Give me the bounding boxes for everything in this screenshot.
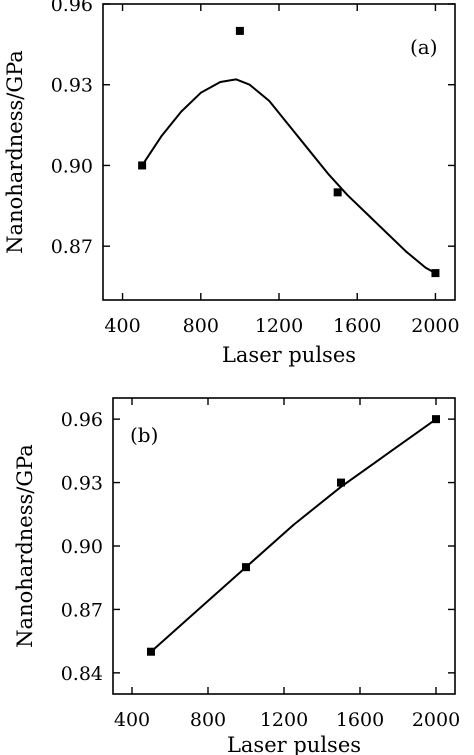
panel-label: (a) [410, 35, 438, 59]
x-tick-label: 400 [104, 315, 140, 337]
x-tick-label: 1200 [255, 315, 303, 337]
y-tick-label: 0.93 [51, 75, 93, 97]
x-axis-label: Laser pulses [227, 733, 361, 755]
y-tick-label: 0.96 [51, 0, 93, 16]
y-tick-label: 0.90 [51, 155, 93, 177]
x-tick-label: 1200 [260, 709, 308, 731]
x-tick-label: 400 [114, 709, 150, 731]
y-tick-label: 0.87 [61, 599, 103, 621]
y-tick-label: 0.96 [61, 409, 103, 431]
x-tick-label: 800 [190, 709, 226, 731]
x-axis-label: Laser pulses [222, 343, 356, 367]
fit-curve [150, 418, 437, 653]
fit-curve [141, 78, 437, 275]
x-tick-label: 1600 [333, 315, 381, 337]
y-tick-label: 0.90 [61, 536, 103, 558]
y-tick-label: 0.93 [61, 473, 103, 495]
data-point [432, 415, 440, 424]
x-tick-label: 2000 [411, 315, 459, 337]
data-point [242, 563, 250, 572]
y-tick-label: 0.87 [51, 236, 93, 258]
data-point [138, 161, 147, 170]
x-tick-label: 1600 [336, 709, 384, 731]
panel-label: (b) [130, 423, 158, 447]
panel-a: 400 800 1200 1600 2000 0.87 0.90 0.93 0.96 (a) Las… [3, 0, 460, 367]
y-tick-label: 0.84 [61, 663, 103, 685]
panel-b: 400 800 1200 1600 2000 0.84 0.87 0.90 0.93 0.96 (b… [13, 397, 460, 755]
x-tick-label: 2000 [412, 709, 460, 731]
data-point [337, 478, 345, 487]
plot-frame [102, 3, 456, 301]
y-axis-label: Nanohardness/GPa [3, 50, 27, 254]
data-point [431, 269, 440, 278]
y-axis-label: Nanohardness/GPa [13, 444, 37, 648]
data-point [147, 647, 155, 656]
data-point [235, 26, 244, 35]
x-tick-label: 800 [183, 315, 219, 337]
data-point [333, 188, 342, 197]
